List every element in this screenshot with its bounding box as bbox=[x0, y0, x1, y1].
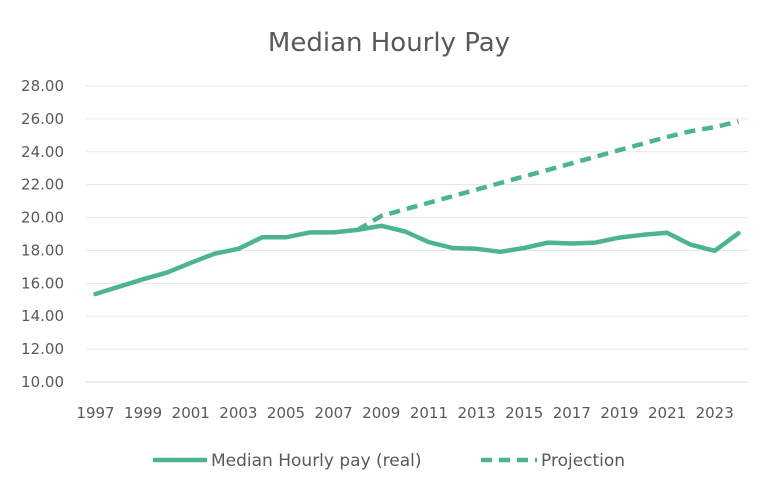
y-tick-label: 14.00 bbox=[21, 307, 64, 325]
series-layer bbox=[93, 119, 741, 297]
chart-title: Median Hourly Pay bbox=[268, 28, 510, 58]
y-tick-label: 26.00 bbox=[21, 110, 64, 128]
series-line-projection bbox=[356, 119, 740, 232]
x-tick-label: 2021 bbox=[648, 404, 686, 422]
x-axis-tick-labels: 1997 1999 2001 2003 2005 2007 2009 2011 2013 2015… bbox=[76, 404, 733, 422]
legend-label-actual: Median Hourly pay (real) bbox=[211, 451, 422, 471]
y-tick-label: 18.00 bbox=[21, 241, 64, 259]
gridlines bbox=[86, 85, 748, 383]
x-tick-label: 1997 bbox=[76, 404, 114, 422]
y-tick-label: 20.00 bbox=[21, 209, 64, 227]
x-tick-label: 2001 bbox=[172, 404, 210, 422]
y-tick-label: 16.00 bbox=[21, 274, 64, 292]
x-tick-label: 2019 bbox=[600, 404, 638, 422]
y-tick-label: 12.00 bbox=[21, 340, 64, 358]
x-tick-label: 2017 bbox=[553, 404, 591, 422]
x-tick-label: 1999 bbox=[124, 404, 162, 422]
x-tick-label: 2011 bbox=[410, 404, 448, 422]
y-tick-label: 22.00 bbox=[21, 176, 64, 194]
x-tick-label: 2007 bbox=[315, 404, 353, 422]
y-axis-tick-labels: 10.00 12.00 14.00 16.00 18.00 20.00 22.00 24.00… bbox=[21, 77, 64, 391]
series-line-actual bbox=[93, 223, 741, 297]
x-tick-label: 2013 bbox=[457, 404, 495, 422]
x-tick-label: 2005 bbox=[267, 404, 305, 422]
x-tick-label: 2023 bbox=[696, 404, 734, 422]
y-tick-label: 10.00 bbox=[21, 373, 64, 391]
x-tick-label: 2003 bbox=[219, 404, 257, 422]
y-tick-label: 28.00 bbox=[21, 77, 64, 95]
y-tick-label: 24.00 bbox=[21, 143, 64, 161]
x-tick-label: 2009 bbox=[362, 404, 400, 422]
legend-label-projection: Projection bbox=[541, 451, 625, 471]
legend: Median Hourly pay (real) Projection bbox=[153, 451, 625, 471]
x-tick-label: 2015 bbox=[505, 404, 543, 422]
